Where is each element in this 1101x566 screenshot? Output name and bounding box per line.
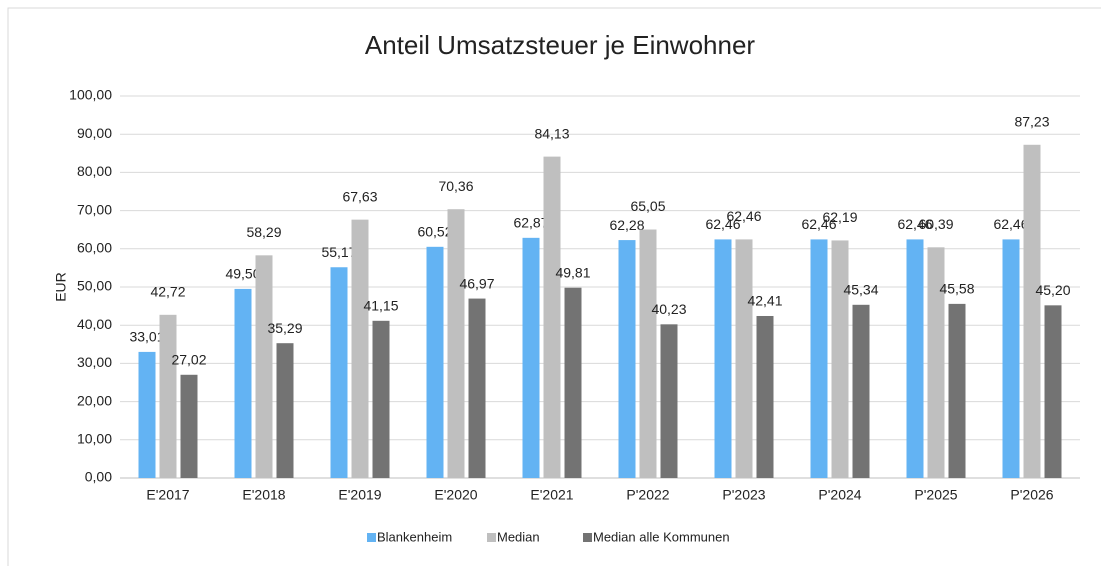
data-label: 87,23 (1014, 113, 1049, 129)
data-label: 41,15 (363, 298, 398, 314)
chart-title: Anteil Umsatzsteuer je Einwohner (365, 30, 756, 60)
data-label: 35,29 (267, 320, 302, 336)
data-label: 45,58 (939, 281, 974, 297)
y-tick-label: 60,00 (77, 240, 112, 256)
data-label: 62,46 (897, 216, 932, 232)
bar (735, 239, 753, 478)
x-tick-label: P'2023 (722, 487, 765, 503)
data-label: 55,17 (321, 244, 356, 260)
legend-swatch (487, 533, 496, 542)
data-label: 62,46 (993, 216, 1028, 232)
x-tick-label: E'2021 (530, 487, 573, 503)
bar (831, 240, 849, 478)
y-tick-label: 50,00 (77, 278, 112, 294)
bar (372, 320, 390, 478)
bar (180, 374, 198, 478)
data-label: 65,05 (630, 198, 665, 214)
x-tick-label: P'2024 (818, 487, 861, 503)
bar (810, 239, 828, 478)
x-tick-label: E'2017 (146, 487, 189, 503)
data-label: 49,50 (225, 266, 260, 282)
bar (852, 304, 870, 478)
bar (618, 240, 636, 478)
bar (447, 209, 465, 478)
bar (543, 156, 561, 478)
bar (426, 246, 444, 478)
y-tick-label: 30,00 (77, 354, 112, 370)
data-label: 62,28 (609, 217, 644, 233)
data-label: 45,34 (843, 282, 878, 298)
bar (948, 303, 966, 478)
bar (906, 239, 924, 478)
x-tick-label: P'2025 (914, 487, 957, 503)
data-label: 84,13 (534, 125, 569, 141)
bar (1044, 305, 1062, 478)
data-label: 49,81 (555, 264, 590, 280)
data-label: 45,20 (1035, 282, 1070, 298)
legend-swatch (367, 533, 376, 542)
bar (639, 229, 657, 478)
bar (351, 219, 369, 479)
data-label: 67,63 (342, 188, 377, 204)
bar (1023, 144, 1041, 478)
bar (255, 255, 273, 478)
legend-swatch (583, 533, 592, 542)
y-tick-label: 20,00 (77, 392, 112, 408)
bar (1002, 239, 1020, 478)
data-label: 33,01 (129, 329, 164, 345)
data-label: 62,87 (513, 215, 548, 231)
y-tick-label: 80,00 (77, 163, 112, 179)
data-label: 60,52 (417, 224, 452, 240)
legend-label: Blankenheim (377, 529, 452, 544)
y-tick-label: 100,00 (69, 87, 112, 103)
bar (522, 237, 540, 478)
data-label: 70,36 (438, 178, 473, 194)
bar (330, 267, 348, 478)
x-tick-label: P'2026 (1010, 487, 1053, 503)
data-label: 62,46 (705, 216, 740, 232)
data-label: 42,72 (150, 284, 185, 300)
y-tick-label: 0,00 (85, 469, 112, 485)
legend-label: Median (497, 529, 540, 544)
bar (138, 351, 156, 478)
bar (714, 239, 732, 478)
x-tick-label: E'2018 (242, 487, 285, 503)
data-label: 62,46 (726, 208, 761, 224)
bar (276, 343, 294, 478)
data-label: 58,29 (246, 224, 281, 240)
data-label: 42,41 (747, 293, 782, 309)
data-label: 60,39 (918, 216, 953, 232)
data-label: 27,02 (171, 351, 206, 367)
y-axis-label: EUR (53, 272, 69, 302)
y-tick-label: 70,00 (77, 201, 112, 217)
y-tick-label: 10,00 (77, 431, 112, 447)
bar (927, 247, 945, 478)
data-label: 46,97 (459, 275, 494, 291)
data-label: 40,23 (651, 301, 686, 317)
x-tick-label: E'2019 (338, 487, 381, 503)
y-tick-label: 90,00 (77, 125, 112, 141)
bar (234, 288, 252, 478)
data-label: 62,46 (801, 216, 836, 232)
bar (159, 314, 177, 478)
y-tick-label: 40,00 (77, 316, 112, 332)
bar (660, 324, 678, 478)
x-tick-label: E'2020 (434, 487, 477, 503)
bar (756, 315, 774, 478)
legend-label: Median alle Kommunen (593, 529, 730, 544)
bar (468, 298, 486, 478)
bar (564, 287, 582, 478)
x-tick-label: P'2022 (626, 487, 669, 503)
data-label: 62,19 (822, 209, 857, 225)
